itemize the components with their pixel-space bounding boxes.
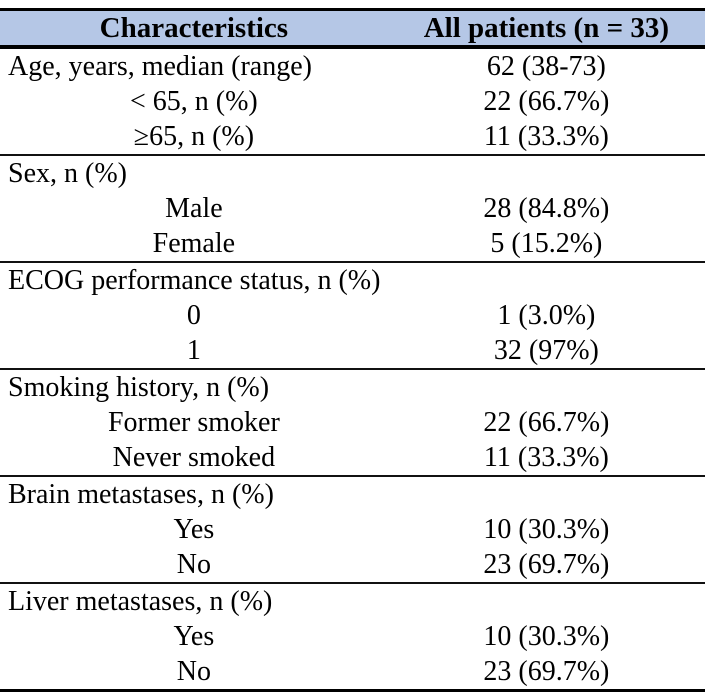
row-value: 11 (33.3%) <box>387 440 705 477</box>
table-row-sex-male: Male 28 (84.8%) <box>0 191 705 226</box>
header-characteristics: Characteristics <box>0 9 388 49</box>
row-label: ECOG performance status, n (%) <box>8 264 381 296</box>
table-row-ecog: ECOG performance status, n (%) <box>0 262 705 298</box>
table-row-age-lt65: < 65, n (%) 22 (66.7%) <box>0 84 705 119</box>
row-label: Age, years, median (range) <box>8 50 312 82</box>
table-row-sex: Sex, n (%) <box>0 155 705 191</box>
characteristics-table: Characteristics All patients (n = 33) Ag… <box>0 8 705 692</box>
row-label: 0 <box>186 299 201 331</box>
table-row-smoking: Smoking history, n (%) <box>0 369 705 405</box>
row-label: Former smoker <box>107 406 280 438</box>
header-all-patients: All patients (n = 33) <box>387 9 705 49</box>
row-value: 32 (97%) <box>387 333 705 370</box>
row-label: Brain metastases, n (%) <box>8 478 274 510</box>
row-label: No <box>176 655 211 687</box>
row-value: 62 (38-73) <box>486 50 606 82</box>
row-value: 1 (3.0%) <box>497 299 596 331</box>
table-row-brain-mets: Brain metastases, n (%) <box>0 476 705 512</box>
row-label: No <box>0 547 388 584</box>
table-row-ecog-1: 1 32 (97%) <box>0 333 705 370</box>
table-row-smoking-former: Former smoker 22 (66.7%) <box>0 405 705 440</box>
row-value: 28 (84.8%) <box>483 192 610 224</box>
table-row-age-gte65: ≥65, n (%) 11 (33.3%) <box>0 119 705 156</box>
row-value: 22 (66.7%) <box>483 85 610 117</box>
row-label: Never smoked <box>0 440 388 477</box>
table-row-smoking-never: Never smoked 11 (33.3%) <box>0 440 705 477</box>
row-value: 22 (66.7%) <box>483 406 610 438</box>
row-label: Sex, n (%) <box>8 157 127 189</box>
table-row-brain-mets-yes: Yes 10 (30.3%) <box>0 512 705 547</box>
row-label: Smoking history, n (%) <box>8 371 270 403</box>
row-label: Female <box>0 226 388 263</box>
row-value: 5 (15.2%) <box>387 226 705 263</box>
table-row-ecog-0: 0 1 (3.0%) <box>0 298 705 333</box>
row-value: 23 (69.7%) <box>483 655 610 687</box>
row-value <box>388 583 705 619</box>
table-header-row: Characteristics All patients (n = 33) <box>0 9 705 49</box>
row-value <box>388 476 705 512</box>
row-label: ≥65, n (%) <box>0 119 388 156</box>
row-label: Liver metastases, n (%) <box>8 585 273 617</box>
row-value: 11 (33.3%) <box>387 119 705 156</box>
table-row-brain-mets-no: No 23 (69.7%) <box>0 547 705 584</box>
row-label: < 65, n (%) <box>129 85 258 117</box>
table-row-age: Age, years, median (range) 62 (38-73) <box>0 47 705 84</box>
table-row-liver-mets-yes: Yes 10 (30.3%) <box>0 619 705 654</box>
row-value: 10 (30.3%) <box>483 513 610 545</box>
row-value <box>388 262 705 298</box>
row-label: Yes <box>173 620 215 652</box>
row-value <box>388 155 705 191</box>
row-label: Yes <box>173 513 215 545</box>
table-row-liver-mets-no: No 23 (69.7%) <box>0 654 705 691</box>
row-value: 10 (30.3%) <box>483 620 610 652</box>
table-row-liver-mets: Liver metastases, n (%) <box>0 583 705 619</box>
row-value: 23 (69.7%) <box>387 547 705 584</box>
row-label: Male <box>165 192 223 224</box>
row-value <box>388 369 705 405</box>
row-label: 1 <box>0 333 388 370</box>
table-row-sex-female: Female 5 (15.2%) <box>0 226 705 263</box>
